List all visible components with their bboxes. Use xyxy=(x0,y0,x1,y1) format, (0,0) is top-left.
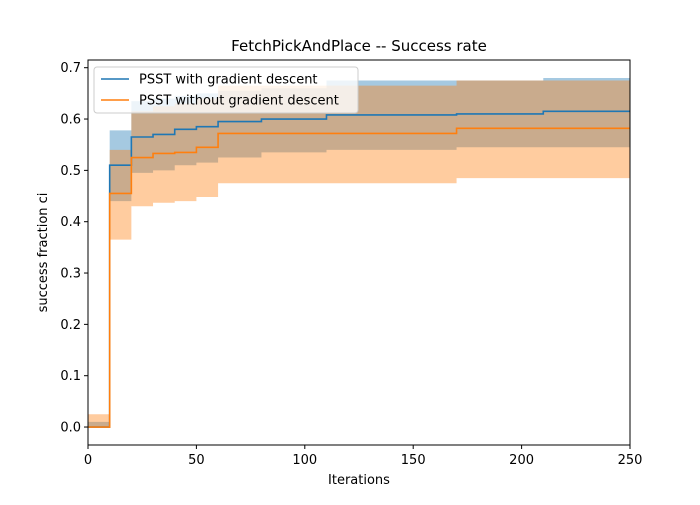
x-tick-label: 200 xyxy=(509,453,534,468)
y-tick-label: 0.6 xyxy=(60,113,81,128)
x-axis-ticks: 0 50 100 150 200 250 xyxy=(84,445,643,468)
x-tick-label: 100 xyxy=(292,453,317,468)
y-tick-label: 0.7 xyxy=(60,61,81,76)
y-tick-label: 0.4 xyxy=(60,215,81,230)
y-axis-label: success fraction ci xyxy=(36,193,51,313)
x-tick-label: 0 xyxy=(84,453,92,468)
x-axis-label: Iterations xyxy=(328,473,390,488)
x-tick-label: 50 xyxy=(188,453,205,468)
x-tick-label: 250 xyxy=(618,453,643,468)
y-tick-label: 0.1 xyxy=(60,369,81,384)
x-tick-label: 150 xyxy=(401,453,426,468)
legend-box xyxy=(93,66,359,114)
y-tick-label: 0.5 xyxy=(60,164,81,179)
confidence-band-2 xyxy=(88,80,630,428)
y-tick-label: 0.2 xyxy=(60,318,81,333)
y-tick-label: 0.0 xyxy=(60,421,81,436)
legend-label-1: PSST with gradient descent xyxy=(139,73,318,88)
chart-title: FetchPickAndPlace -- Success rate xyxy=(231,37,487,55)
legend-label-2: PSST without gradient descent xyxy=(139,94,339,109)
legend: PSST with gradient descent PSST without g… xyxy=(93,66,359,114)
plot-frame xyxy=(87,59,631,446)
series-line-1 xyxy=(88,110,630,428)
y-axis-ticks: 0.0 0.1 0.2 0.3 0.4 0.5 0.6 0.7 xyxy=(60,61,88,436)
series-line-2 xyxy=(88,127,630,428)
y-tick-label: 0.3 xyxy=(60,267,81,282)
series-lines xyxy=(88,110,630,428)
